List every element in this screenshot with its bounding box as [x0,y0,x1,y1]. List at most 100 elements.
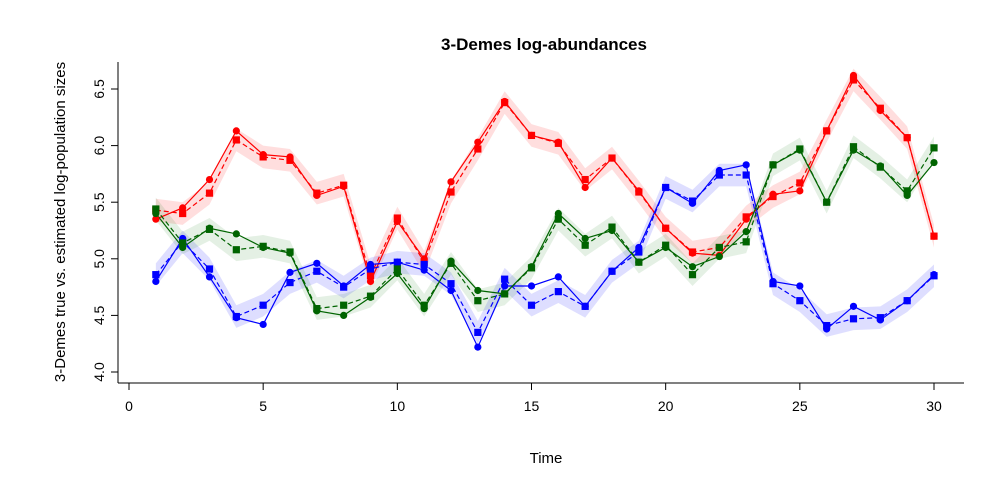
confidence-band-3 [155,135,935,320]
estimated-point [474,297,482,305]
estimated-point [903,297,911,305]
estimated-point [393,214,401,222]
true-point [420,266,428,274]
estimated-point [152,205,160,213]
estimated-point [340,181,348,189]
estimated-point [474,328,482,336]
x-tick-label: 25 [792,398,808,414]
estimated-point [232,246,240,254]
estimated-point [581,175,589,184]
estimated-point [259,242,267,250]
estimated-point [715,171,723,179]
estimated-point [286,156,294,164]
estimated-point [366,272,375,280]
estimated-point [527,131,536,140]
estimated-point [313,189,321,197]
x-tick-label: 0 [125,398,133,414]
estimated-line-3 [155,145,935,310]
estimated-point [501,98,509,107]
estimated-point [393,265,401,273]
estimated-point [796,145,804,153]
true-point [474,343,482,351]
estimated-point [554,215,562,223]
x-tick-label: 5 [259,398,267,414]
estimated-point [554,139,562,147]
true-point [366,277,375,286]
y-tick-label: 5.0 [91,249,107,269]
estimated-point [501,275,509,283]
estimated-line-2 [155,174,935,334]
x-axis-label: Time [530,450,563,467]
estimated-point [635,258,643,266]
estimated-point [662,241,670,249]
estimated-point [554,288,562,296]
true-point [474,138,482,146]
estimated-point [635,188,643,196]
chart-title: 3-Demes log-abundances [441,35,647,54]
estimated-point [608,154,616,162]
estimated-point [447,188,455,196]
estimated-point [662,183,670,192]
true-line-1 [155,74,935,284]
estimated-point [876,314,884,322]
estimated-point [393,258,401,266]
axes [117,62,964,384]
estimated-point [232,312,240,321]
estimated-point [179,239,187,247]
true-point [581,234,589,243]
true-point [930,158,938,167]
estimated-point [688,271,697,279]
estimated-point [903,187,911,195]
estimated-point [447,280,455,288]
estimated-point [823,198,831,206]
estimated-point [769,192,777,201]
estimated-point [501,290,509,298]
estimated-point [581,241,589,249]
true-point [554,209,562,218]
true-point [501,282,509,290]
true-point [152,215,160,223]
true-point [742,161,750,169]
y-tick-label: 5.5 [91,192,107,212]
true-point [447,178,455,186]
estimated-point [313,267,321,275]
estimated-point [796,179,804,187]
estimated-point [769,280,777,288]
estimated-point [903,134,911,142]
y-tick-label: 4.0 [91,362,107,382]
estimated-point [662,224,670,232]
estimated-point [715,243,723,252]
true-point [232,230,240,238]
estimated-point [527,264,536,272]
estimated-point [930,232,938,240]
true-point [742,228,750,236]
estimated-point [876,163,884,171]
x-tick-label: 10 [390,398,406,414]
series-points [152,71,938,351]
y-tick-label: 6.5 [91,79,107,99]
true-point [205,273,214,281]
estimated-point [340,301,348,309]
true-point [581,183,589,192]
confidence-bands [155,68,935,344]
true-point [796,282,804,290]
estimated-point [769,161,777,169]
estimated-point [420,301,428,309]
estimated-point [742,213,750,221]
estimated-point [366,265,375,273]
estimated-point [581,302,589,310]
true-point [554,273,562,281]
estimated-point [849,143,858,151]
estimated-point [152,271,160,279]
estimated-point [340,283,348,291]
estimated-point [179,209,187,218]
estimated-point [474,145,482,153]
confidence-band-1 [155,68,935,288]
y-tick-label: 6.0 [91,136,107,156]
series-lines [155,74,935,349]
true-line-2 [155,164,935,349]
estimated-point [527,301,536,309]
estimated-point [849,76,858,84]
estimated-point [742,171,750,179]
